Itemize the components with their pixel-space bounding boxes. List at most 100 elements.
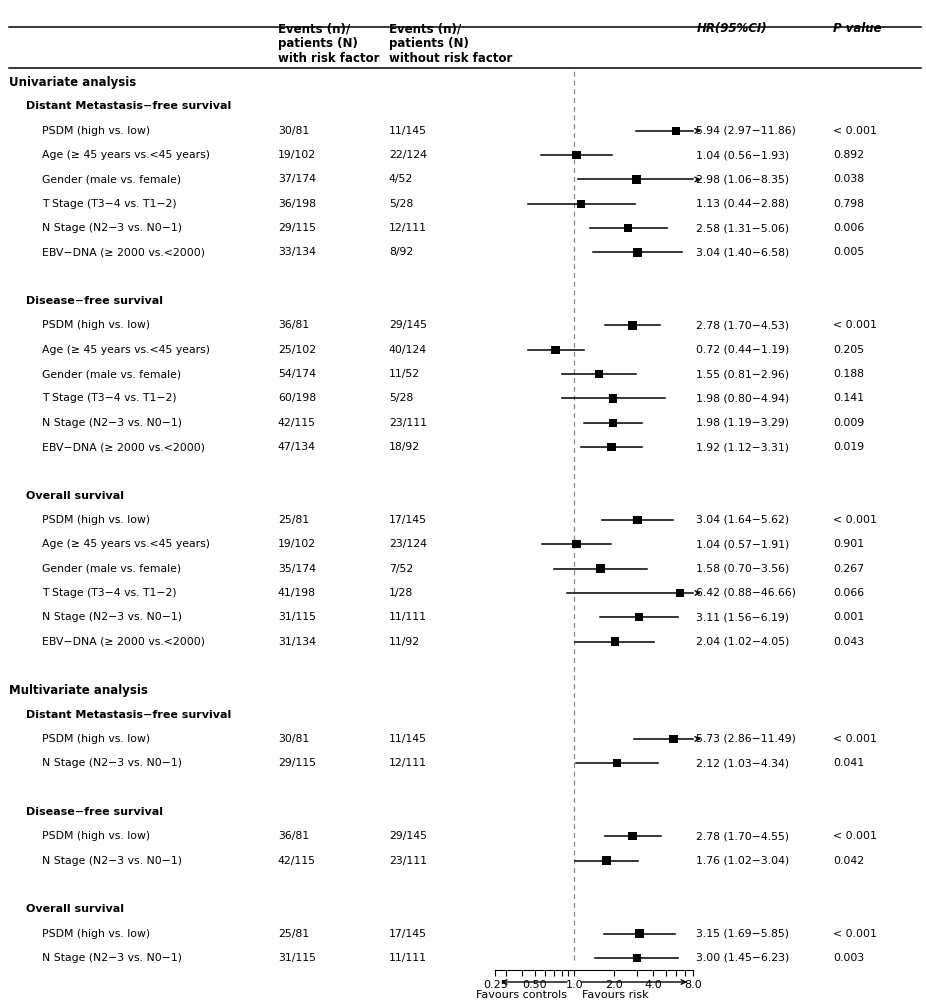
Text: < 0.001: < 0.001 — [833, 126, 877, 136]
Text: 23/111: 23/111 — [389, 856, 427, 866]
Text: 23/111: 23/111 — [389, 418, 427, 428]
Text: 3.11 (1.56−6.19): 3.11 (1.56−6.19) — [696, 612, 789, 622]
Text: 0.003: 0.003 — [833, 953, 865, 963]
Text: 0.043: 0.043 — [833, 637, 865, 647]
Text: 0.188: 0.188 — [833, 369, 864, 379]
Text: 47/134: 47/134 — [278, 442, 316, 452]
Text: 2.78 (1.70−4.53): 2.78 (1.70−4.53) — [696, 320, 790, 330]
Text: 31/115: 31/115 — [278, 953, 316, 963]
Text: Age (≥ 45 years vs.<45 years): Age (≥ 45 years vs.<45 years) — [42, 345, 209, 355]
Text: < 0.001: < 0.001 — [833, 734, 877, 744]
Text: Multivariate analysis: Multivariate analysis — [9, 684, 148, 697]
Text: PSDM (high vs. low): PSDM (high vs. low) — [42, 929, 150, 939]
Text: < 0.001: < 0.001 — [833, 831, 877, 841]
Text: Distant Metastasis−free survival: Distant Metastasis−free survival — [26, 710, 232, 720]
Text: 11/52: 11/52 — [389, 369, 420, 379]
Text: Events (n)/
patients (N)
with risk factor: Events (n)/ patients (N) with risk facto… — [278, 22, 380, 65]
Text: 33/134: 33/134 — [278, 247, 316, 257]
Text: 11/111: 11/111 — [389, 612, 427, 622]
Text: 0.066: 0.066 — [833, 588, 865, 598]
Text: 1/28: 1/28 — [389, 588, 413, 598]
Text: 5.94 (2.97−11.86): 5.94 (2.97−11.86) — [696, 126, 796, 136]
Text: Disease−free survival: Disease−free survival — [26, 807, 163, 817]
Text: 1.92 (1.12−3.31): 1.92 (1.12−3.31) — [696, 442, 789, 452]
Text: PSDM (high vs. low): PSDM (high vs. low) — [42, 734, 150, 744]
Text: 17/145: 17/145 — [389, 515, 427, 525]
Text: 25/81: 25/81 — [278, 515, 309, 525]
Text: 0.019: 0.019 — [833, 442, 865, 452]
Text: 11/145: 11/145 — [389, 734, 427, 744]
Text: 12/111: 12/111 — [389, 758, 427, 768]
Text: 29/145: 29/145 — [389, 320, 427, 330]
Text: 30/81: 30/81 — [278, 734, 309, 744]
Text: 1.13 (0.44−2.88): 1.13 (0.44−2.88) — [696, 199, 790, 209]
Text: Overall survival: Overall survival — [26, 904, 124, 914]
Text: 0.798: 0.798 — [833, 199, 864, 209]
Text: 31/134: 31/134 — [278, 637, 316, 647]
Text: Distant Metastasis−free survival: Distant Metastasis−free survival — [26, 101, 232, 111]
Text: EBV−DNA (≥ 2000 vs.<2000): EBV−DNA (≥ 2000 vs.<2000) — [42, 442, 205, 452]
Text: 25/81: 25/81 — [278, 929, 309, 939]
Text: 2.04 (1.02−4.05): 2.04 (1.02−4.05) — [696, 637, 790, 647]
Text: 19/102: 19/102 — [278, 539, 316, 549]
Text: 0.005: 0.005 — [833, 247, 865, 257]
Text: T Stage (T3−4 vs. T1−2): T Stage (T3−4 vs. T1−2) — [42, 393, 176, 403]
Text: Gender (male vs. female): Gender (male vs. female) — [42, 564, 181, 574]
Text: HR(95%CI): HR(95%CI) — [696, 22, 767, 35]
Text: 41/198: 41/198 — [278, 588, 316, 598]
Text: Favours risk: Favours risk — [582, 990, 648, 1000]
Text: < 0.001: < 0.001 — [833, 320, 877, 330]
Text: 2.58 (1.31−5.06): 2.58 (1.31−5.06) — [696, 223, 790, 233]
Text: 36/81: 36/81 — [278, 831, 309, 841]
Text: 31/115: 31/115 — [278, 612, 316, 622]
Text: 0.267: 0.267 — [833, 564, 864, 574]
Text: 3.15 (1.69−5.85): 3.15 (1.69−5.85) — [696, 929, 789, 939]
Text: 6.42 (0.88−46.66): 6.42 (0.88−46.66) — [696, 588, 796, 598]
Text: P value: P value — [833, 22, 882, 35]
Text: Disease−free survival: Disease−free survival — [26, 296, 163, 306]
Text: 1.76 (1.02−3.04): 1.76 (1.02−3.04) — [696, 856, 790, 866]
Text: 2.98 (1.06−8.35): 2.98 (1.06−8.35) — [696, 174, 790, 184]
Text: 22/124: 22/124 — [389, 150, 427, 160]
Text: 11/111: 11/111 — [389, 953, 427, 963]
Text: N Stage (N2−3 vs. N0−1): N Stage (N2−3 vs. N0−1) — [42, 953, 181, 963]
Text: 1.04 (0.57−1.91): 1.04 (0.57−1.91) — [696, 539, 790, 549]
Text: 12/111: 12/111 — [389, 223, 427, 233]
Text: PSDM (high vs. low): PSDM (high vs. low) — [42, 515, 150, 525]
Text: 23/124: 23/124 — [389, 539, 427, 549]
Text: Gender (male vs. female): Gender (male vs. female) — [42, 369, 181, 379]
Text: < 0.001: < 0.001 — [833, 515, 877, 525]
Text: 7/52: 7/52 — [389, 564, 413, 574]
Text: EBV−DNA (≥ 2000 vs.<2000): EBV−DNA (≥ 2000 vs.<2000) — [42, 637, 205, 647]
Text: 1.98 (0.80−4.94): 1.98 (0.80−4.94) — [696, 393, 790, 403]
Text: 0.042: 0.042 — [833, 856, 865, 866]
Text: 54/174: 54/174 — [278, 369, 316, 379]
Text: 29/115: 29/115 — [278, 223, 316, 233]
Text: T Stage (T3−4 vs. T1−2): T Stage (T3−4 vs. T1−2) — [42, 588, 176, 598]
Text: 30/81: 30/81 — [278, 126, 309, 136]
Text: 0.141: 0.141 — [833, 393, 864, 403]
Text: 11/145: 11/145 — [389, 126, 427, 136]
Text: < 0.001: < 0.001 — [833, 929, 877, 939]
Text: 0.001: 0.001 — [833, 612, 865, 622]
Text: 35/174: 35/174 — [278, 564, 316, 574]
Text: 40/124: 40/124 — [389, 345, 427, 355]
Text: N Stage (N2−3 vs. N0−1): N Stage (N2−3 vs. N0−1) — [42, 612, 181, 622]
Text: 25/102: 25/102 — [278, 345, 316, 355]
Text: PSDM (high vs. low): PSDM (high vs. low) — [42, 320, 150, 330]
Text: N Stage (N2−3 vs. N0−1): N Stage (N2−3 vs. N0−1) — [42, 856, 181, 866]
Text: 0.72 (0.44−1.19): 0.72 (0.44−1.19) — [696, 345, 790, 355]
Text: Favours controls: Favours controls — [476, 990, 567, 1000]
Text: N Stage (N2−3 vs. N0−1): N Stage (N2−3 vs. N0−1) — [42, 758, 181, 768]
Text: 36/198: 36/198 — [278, 199, 316, 209]
Text: 42/115: 42/115 — [278, 418, 316, 428]
Text: 2.12 (1.03−4.34): 2.12 (1.03−4.34) — [696, 758, 790, 768]
Text: Age (≥ 45 years vs.<45 years): Age (≥ 45 years vs.<45 years) — [42, 150, 209, 160]
Text: PSDM (high vs. low): PSDM (high vs. low) — [42, 831, 150, 841]
Text: 1.55 (0.81−2.96): 1.55 (0.81−2.96) — [696, 369, 790, 379]
Text: 42/115: 42/115 — [278, 856, 316, 866]
Text: 60/198: 60/198 — [278, 393, 316, 403]
Text: 0.205: 0.205 — [833, 345, 865, 355]
Text: 4/52: 4/52 — [389, 174, 413, 184]
Text: 0.009: 0.009 — [833, 418, 865, 428]
